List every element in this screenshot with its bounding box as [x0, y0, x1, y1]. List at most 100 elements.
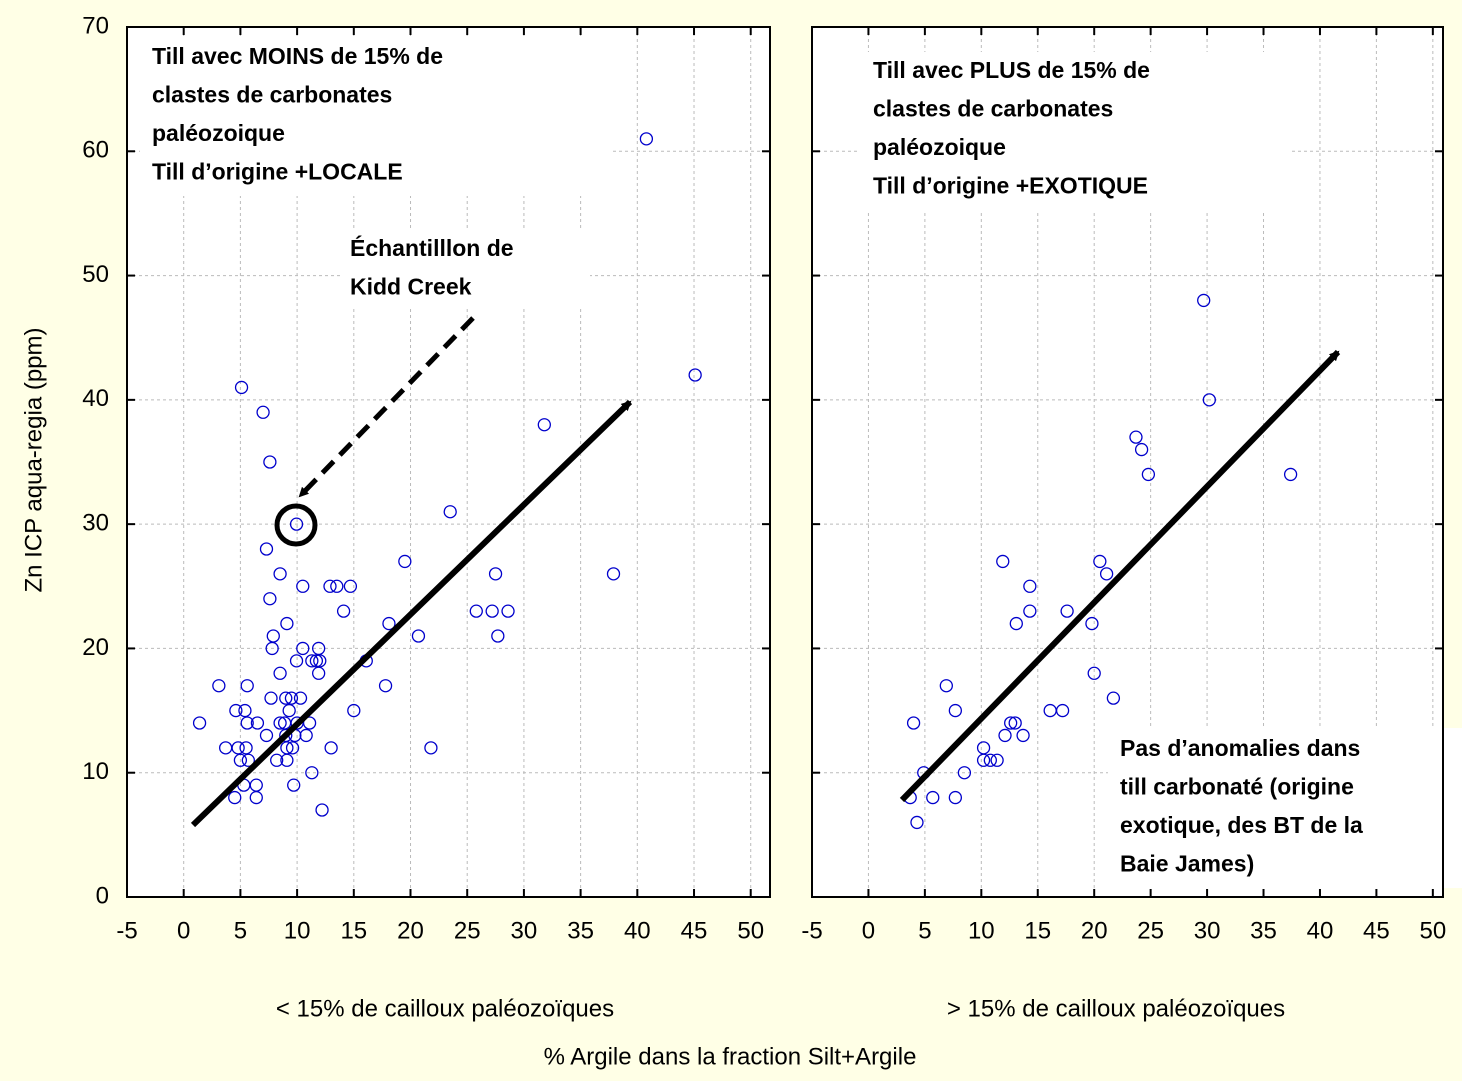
point [939, 679, 953, 693]
annotation: Till avec PLUS de 15% de [873, 57, 1150, 83]
point [343, 579, 358, 593]
point [491, 629, 505, 643]
point [192, 716, 207, 730]
x-tick-label: 30 [511, 917, 538, 944]
x-tick-label: -5 [801, 917, 822, 944]
point [279, 691, 293, 705]
point [1093, 554, 1107, 569]
subtitle: > 15% de cailloux paléozoïques [947, 995, 1285, 1022]
point [1009, 616, 1023, 631]
y-tick-label: 50 [82, 261, 109, 288]
y-tick-label: 60 [82, 137, 109, 164]
x-tick-label: 25 [1137, 917, 1164, 944]
plot-frame [811, 26, 1444, 898]
point [976, 753, 991, 767]
x-tick-label: 15 [1024, 917, 1051, 944]
y-tick-label: 40 [82, 385, 109, 412]
point [378, 679, 393, 693]
annotation: Till d’origine +EXOTIQUE [873, 173, 1148, 199]
annotation-bg [140, 36, 610, 196]
x-axis-label: % Argile dans la fraction Silt+Argile [544, 1043, 917, 1070]
point [1099, 567, 1114, 581]
point [273, 716, 287, 730]
x-tick-label: 20 [397, 917, 424, 944]
point [240, 679, 254, 693]
point [273, 567, 287, 581]
point [537, 418, 551, 432]
point [1283, 467, 1298, 482]
point [996, 554, 1010, 569]
point [239, 741, 253, 755]
x-tick-label: 35 [1250, 917, 1277, 944]
point [1004, 716, 1018, 730]
point [336, 604, 351, 618]
x-tick-label: 45 [681, 917, 708, 944]
point [1060, 604, 1074, 618]
point [411, 629, 426, 643]
annotation: till carbonaté (origine [1120, 774, 1354, 800]
point [424, 741, 438, 755]
annotation: Till d’origine +LOCALE [152, 159, 403, 185]
point [315, 803, 329, 817]
point [305, 766, 319, 780]
point [443, 505, 457, 519]
annotation: Baie James) [1120, 851, 1254, 877]
x-tick-label: 45 [1363, 917, 1390, 944]
x-tick-label: 10 [284, 917, 311, 944]
arrow [190, 399, 633, 828]
subtitle: < 15% de cailloux paléozoïques [276, 995, 614, 1022]
point [1197, 293, 1211, 308]
point [302, 716, 317, 730]
point [231, 741, 245, 755]
point [382, 616, 396, 631]
point [1023, 579, 1037, 593]
point [347, 703, 361, 718]
point [398, 554, 412, 569]
point [289, 517, 304, 531]
point [1016, 728, 1030, 743]
y-tick-label: 10 [82, 758, 109, 785]
x-tick-label: 10 [968, 917, 995, 944]
point [990, 753, 1004, 767]
point [240, 716, 254, 730]
point [1085, 616, 1099, 631]
point [250, 716, 265, 730]
annotation: paléozoique [873, 134, 1006, 160]
point [282, 703, 296, 718]
point [1106, 691, 1121, 705]
arrow [899, 349, 1341, 803]
point [910, 815, 924, 830]
point [688, 368, 702, 382]
point [957, 766, 972, 780]
point [469, 604, 483, 618]
annotation-bg [340, 228, 590, 308]
annotation-bg [1108, 728, 1462, 888]
x-tick-label: 50 [1419, 917, 1446, 944]
point [1055, 703, 1070, 718]
point [285, 741, 300, 755]
y-tick-label: 0 [96, 882, 109, 909]
point [1129, 430, 1143, 444]
highlight-circle [274, 503, 318, 547]
point [305, 654, 319, 668]
x-tick-label: 5 [234, 917, 247, 944]
x-tick-label: 0 [177, 917, 190, 944]
point [289, 654, 304, 668]
point [256, 405, 270, 419]
point [485, 604, 499, 618]
point [233, 753, 248, 767]
point [1023, 604, 1037, 618]
point [265, 641, 279, 656]
point [296, 641, 310, 656]
point [241, 753, 255, 767]
point [906, 716, 921, 730]
x-tick-label: 15 [340, 917, 367, 944]
point [259, 728, 274, 743]
plot-frame [126, 26, 771, 898]
point [948, 703, 963, 718]
point [249, 790, 263, 805]
x-tick-label: 25 [454, 917, 481, 944]
point [229, 703, 243, 718]
point [299, 728, 313, 743]
x-tick-label: 40 [624, 917, 651, 944]
